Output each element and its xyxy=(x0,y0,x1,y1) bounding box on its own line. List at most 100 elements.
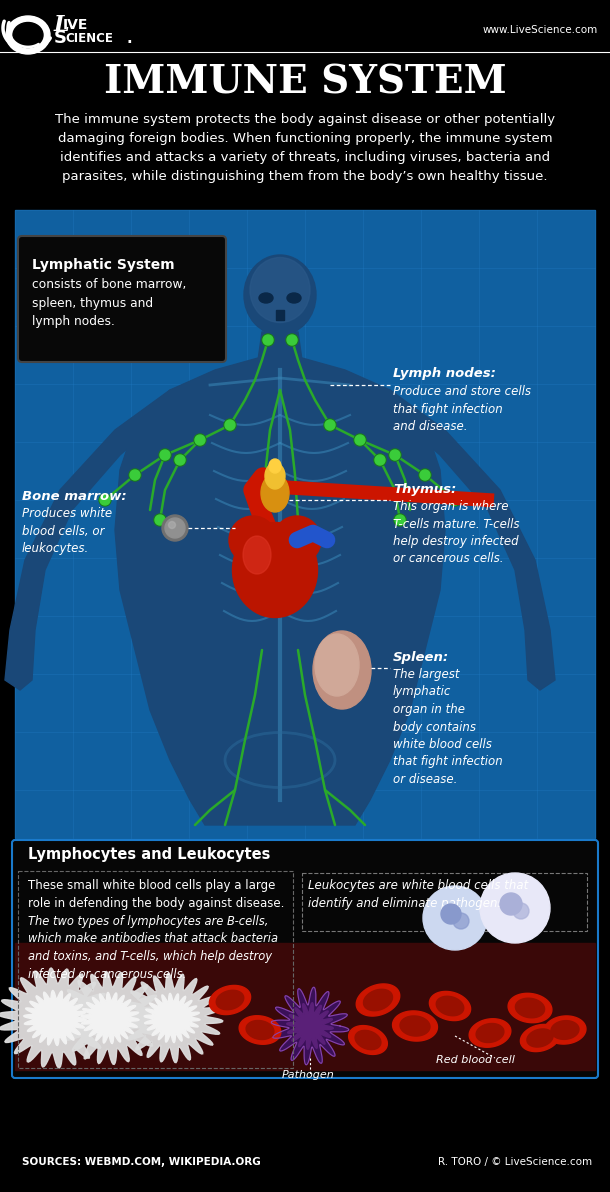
Ellipse shape xyxy=(315,634,359,696)
Circle shape xyxy=(500,893,522,915)
Circle shape xyxy=(194,434,206,446)
Polygon shape xyxy=(209,986,251,1014)
Text: Red blood cell: Red blood cell xyxy=(436,1055,514,1064)
Text: Lymph nodes:: Lymph nodes: xyxy=(393,367,496,380)
Polygon shape xyxy=(551,1020,579,1039)
Polygon shape xyxy=(364,989,392,1011)
Circle shape xyxy=(174,454,186,466)
Circle shape xyxy=(453,913,469,929)
Polygon shape xyxy=(527,1029,553,1047)
Text: Spleen:: Spleen: xyxy=(393,651,449,664)
Bar xyxy=(276,310,284,319)
Ellipse shape xyxy=(261,474,289,513)
Circle shape xyxy=(394,514,406,526)
Ellipse shape xyxy=(168,522,176,528)
Circle shape xyxy=(160,451,170,460)
Text: Thymus:: Thymus: xyxy=(393,483,456,496)
Circle shape xyxy=(374,454,386,466)
Polygon shape xyxy=(508,993,552,1023)
Text: Leukocytes are white blood cells that
identify and eliminate pathogens .: Leukocytes are white blood cells that id… xyxy=(308,879,528,909)
Text: IMMUNE SYSTEM: IMMUNE SYSTEM xyxy=(104,63,506,101)
Ellipse shape xyxy=(6,15,50,54)
Circle shape xyxy=(286,334,298,346)
Bar xyxy=(15,943,595,1070)
Polygon shape xyxy=(469,1019,511,1048)
Polygon shape xyxy=(239,1016,281,1044)
Circle shape xyxy=(419,468,431,482)
Text: Bone marrow:: Bone marrow: xyxy=(22,490,127,503)
Circle shape xyxy=(155,515,165,524)
Polygon shape xyxy=(515,998,545,1018)
Circle shape xyxy=(423,886,487,950)
Circle shape xyxy=(450,495,460,505)
Polygon shape xyxy=(349,1025,387,1055)
FancyBboxPatch shape xyxy=(18,236,226,362)
Text: Pathogen: Pathogen xyxy=(282,1070,334,1080)
Polygon shape xyxy=(57,971,163,1064)
Ellipse shape xyxy=(229,516,277,564)
Polygon shape xyxy=(246,1020,274,1039)
Polygon shape xyxy=(271,987,349,1064)
Text: Produces white
blood cells, or
leukocytes.: Produces white blood cells, or leukocyte… xyxy=(22,507,112,555)
Circle shape xyxy=(159,449,171,461)
Polygon shape xyxy=(476,1024,504,1043)
Circle shape xyxy=(195,435,205,445)
Circle shape xyxy=(99,493,111,505)
Circle shape xyxy=(224,420,236,432)
Circle shape xyxy=(263,335,273,344)
Circle shape xyxy=(480,873,550,943)
Circle shape xyxy=(513,904,529,919)
Bar xyxy=(15,210,595,838)
Text: consists of bone marrow,
spleen, thymus and
lymph nodes.: consists of bone marrow, spleen, thymus … xyxy=(32,278,187,328)
Polygon shape xyxy=(115,358,445,825)
Ellipse shape xyxy=(313,631,371,709)
Text: IVE: IVE xyxy=(63,18,88,32)
Ellipse shape xyxy=(287,293,301,303)
Polygon shape xyxy=(287,1002,333,1049)
Text: Lymphatic System: Lymphatic System xyxy=(32,257,174,272)
Circle shape xyxy=(154,514,166,526)
Polygon shape xyxy=(390,390,555,690)
Text: The two types of lymphocytes are B-cells,
which make antibodies that attack bact: The two types of lymphocytes are B-cells… xyxy=(28,915,278,981)
Circle shape xyxy=(130,470,140,480)
Ellipse shape xyxy=(269,459,281,473)
Text: This organ is where
T-cells mature. T-cells
help destroy infected
or cancerous c: This organ is where T-cells mature. T-ce… xyxy=(393,499,520,565)
Text: The largest
lymphatic
organ in the
body contains
white blood cells
that fight in: The largest lymphatic organ in the body … xyxy=(393,668,503,786)
Text: R. TORO / © LiveScience.com: R. TORO / © LiveScience.com xyxy=(438,1157,592,1167)
Text: L: L xyxy=(54,14,70,36)
Polygon shape xyxy=(5,390,170,690)
Circle shape xyxy=(225,420,235,430)
Circle shape xyxy=(390,451,400,460)
Circle shape xyxy=(287,335,297,344)
Ellipse shape xyxy=(243,536,271,575)
Polygon shape xyxy=(400,1016,430,1036)
Polygon shape xyxy=(393,1011,437,1041)
Text: SOURCES: WEBMD.COM, WIKIPEDIA.ORG: SOURCES: WEBMD.COM, WIKIPEDIA.ORG xyxy=(22,1157,260,1167)
Ellipse shape xyxy=(259,293,273,303)
Text: Produce and store cells
that fight infection
and disease.: Produce and store cells that fight infec… xyxy=(393,385,531,433)
Ellipse shape xyxy=(250,257,310,323)
Polygon shape xyxy=(429,992,470,1020)
Circle shape xyxy=(324,420,336,432)
Polygon shape xyxy=(24,991,86,1045)
Ellipse shape xyxy=(244,255,316,335)
Text: The immune system protects the body against disease or other potentially
damagin: The immune system protects the body agai… xyxy=(55,113,555,184)
Circle shape xyxy=(162,515,188,541)
Text: www.LiveScience.com: www.LiveScience.com xyxy=(483,25,598,35)
Polygon shape xyxy=(544,1016,586,1044)
Circle shape xyxy=(129,468,141,482)
Circle shape xyxy=(100,495,110,505)
Circle shape xyxy=(262,334,274,346)
Ellipse shape xyxy=(232,522,317,617)
Polygon shape xyxy=(355,1030,381,1050)
Polygon shape xyxy=(144,993,200,1043)
Circle shape xyxy=(354,434,366,446)
Circle shape xyxy=(325,420,335,430)
Circle shape xyxy=(375,455,385,465)
Circle shape xyxy=(165,519,185,538)
Circle shape xyxy=(389,449,401,461)
Ellipse shape xyxy=(13,23,43,48)
Circle shape xyxy=(449,493,461,505)
Text: S: S xyxy=(54,29,67,46)
Circle shape xyxy=(395,515,405,524)
